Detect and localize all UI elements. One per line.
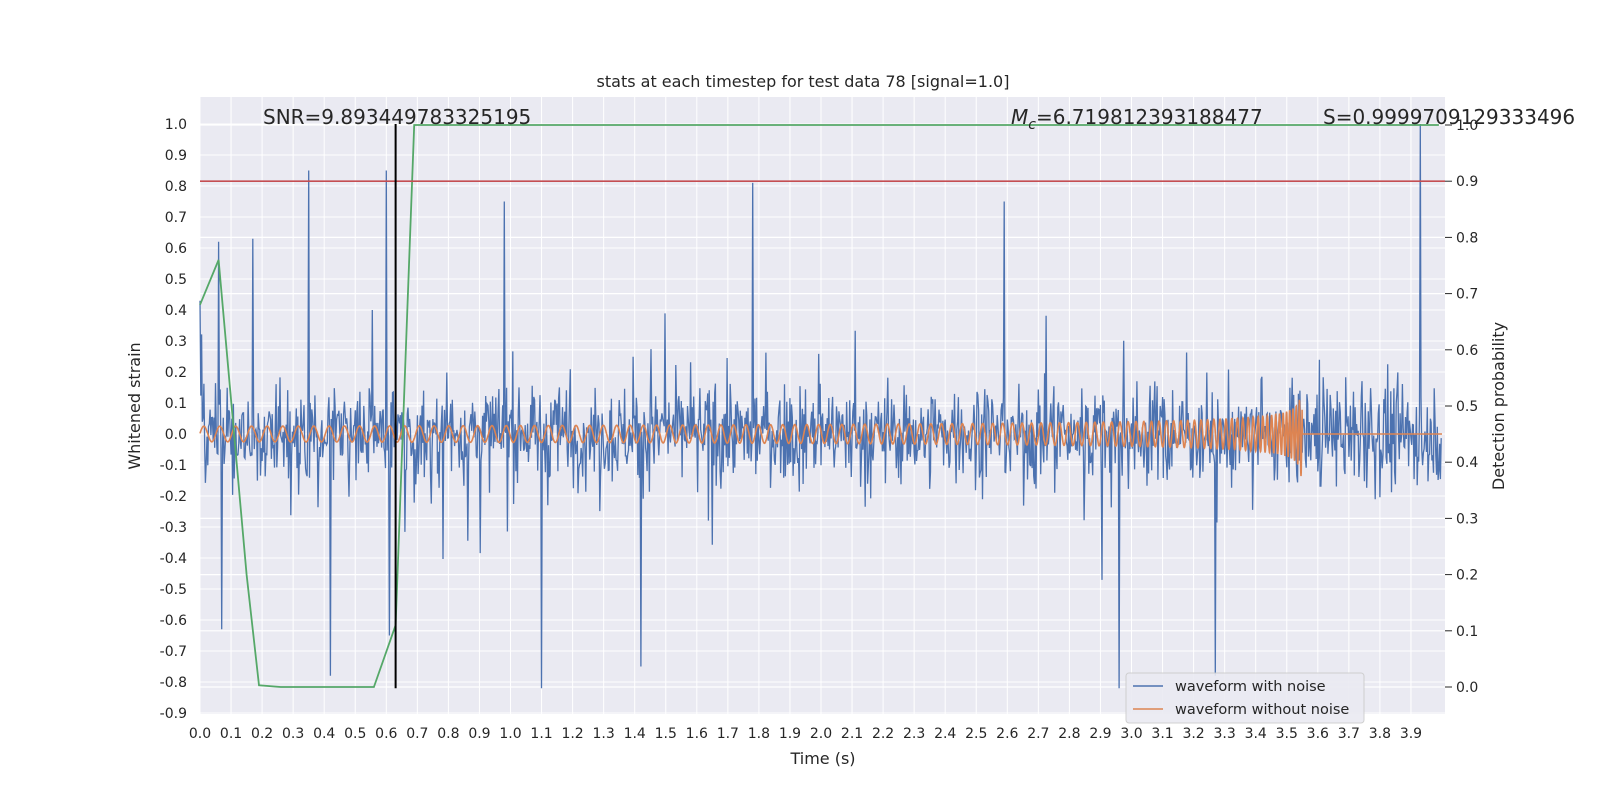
y-tick-label: 0.1 [165, 396, 187, 412]
x-tick-label: 3.0 [1120, 726, 1142, 742]
x-tick-label: 1.6 [686, 726, 708, 742]
detection-probability-line [199, 124, 1439, 688]
x-tick-label: 0.8 [437, 726, 459, 742]
x-tick-label: 3.6 [1307, 726, 1329, 742]
y-tick-label: -0.6 [160, 613, 187, 629]
y2-tick-label: 0.1 [1456, 624, 1478, 640]
x-tick-label: 2.3 [903, 726, 925, 742]
y-tick-label: -0.5 [160, 582, 187, 598]
reference-lines [200, 124, 1445, 689]
y2-tick-label: 0.9 [1456, 174, 1478, 190]
y-tick-label: -0.2 [160, 489, 187, 505]
y-tick-label: 0.4 [165, 303, 187, 319]
x-tick-label: 0.9 [468, 726, 490, 742]
y-tick-label: 0.0 [165, 427, 187, 443]
legend: waveform with noise waveform without noi… [1125, 672, 1365, 724]
grid [199, 97, 1445, 714]
x-tick-label: 3.2 [1182, 726, 1204, 742]
x-tick-label: 1.1 [530, 726, 552, 742]
y-tick-label: 0.3 [165, 334, 187, 350]
x-tick-label: 0.2 [251, 726, 273, 742]
y-tick-label: 0.7 [165, 210, 187, 226]
snr-annotation: SNR=9.893449783325195 [263, 105, 531, 129]
y2-tick-label: 1.0 [1456, 118, 1478, 134]
x-tick-label: 0.1 [220, 726, 242, 742]
series-waveform-without-noise [199, 399, 1442, 477]
signal-score-annotation: S=0.9999709129333496 [1323, 105, 1575, 129]
x-tick-label: 0.7 [406, 726, 428, 742]
x-tick-label: 3.9 [1400, 726, 1422, 742]
chirp-mass-annotation: Mc=6.719812393188477 [1011, 105, 1263, 133]
x-tick-label: 1.9 [779, 726, 801, 742]
x-tick-label: 3.1 [1151, 726, 1173, 742]
y-tick-label: 1.0 [165, 117, 187, 133]
x-tick-label: 0.4 [313, 726, 335, 742]
x-tick-label: 2.1 [841, 726, 863, 742]
x-tick-label: 2.2 [872, 726, 894, 742]
y-tick-label: 0.6 [165, 241, 187, 257]
legend-box [1125, 672, 1365, 724]
legend-label-noise: waveform with noise [1175, 679, 1326, 695]
y-tick-label: 0.9 [165, 148, 187, 164]
y2-axis-ticks: 1.0 0.9 0.8 0.7 0.6 0.5 0.4 0.3 0.2 0.1 0.0 [1445, 118, 1478, 696]
chirp-mass-symbol: M [1011, 105, 1028, 129]
y2-tick-label: 0.4 [1456, 455, 1478, 471]
y-tick-label: 0.2 [165, 365, 187, 381]
y2-axis-label: Detection probability [1489, 322, 1508, 490]
y-tick-label: -0.8 [160, 675, 187, 691]
x-tick-label: 1.2 [561, 726, 583, 742]
y-tick-label: -0.7 [160, 644, 187, 660]
series-waveform-with-noise [199, 123, 1442, 689]
y2-tick-label: 0.7 [1456, 287, 1478, 303]
x-tick-label: 2.5 [965, 726, 987, 742]
y2-tick-label: 0.3 [1456, 511, 1478, 527]
y-tick-label: 0.5 [165, 272, 187, 288]
chart-title: stats at each timestep for test data 78 … [597, 72, 1010, 91]
legend-label-clean: waveform without noise [1175, 702, 1349, 718]
x-tick-label: 0.3 [282, 726, 304, 742]
x-tick-label: 3.4 [1245, 726, 1267, 742]
y-tick-label: -0.4 [160, 551, 187, 567]
y2-tick-label: 0.5 [1456, 399, 1478, 415]
y2-tick-label: 0.2 [1456, 568, 1478, 584]
x-tick-label: 1.0 [499, 726, 521, 742]
y-tick-label: -0.3 [160, 520, 187, 536]
x-tick-label: 3.5 [1276, 726, 1298, 742]
x-axis-ticks: 0.0 0.1 0.2 0.3 0.4 0.5 0.6 0.7 0.8 0.9 1.0 1.1 1.2 1… [189, 726, 1422, 742]
x-tick-label: 3.8 [1369, 726, 1391, 742]
x-tick-label: 2.6 [996, 726, 1018, 742]
x-axis-label: Time (s) [789, 749, 855, 768]
chirp-mass-subscript: c [1028, 117, 1036, 133]
x-tick-label: 3.7 [1338, 726, 1360, 742]
clean-waveform-line [199, 399, 1442, 477]
x-tick-label: 1.3 [593, 726, 615, 742]
x-tick-label: 1.7 [717, 726, 739, 742]
x-tick-label: 0.0 [189, 726, 211, 742]
x-tick-label: 1.5 [655, 726, 677, 742]
x-tick-label: 2.8 [1058, 726, 1080, 742]
y2-tick-label: 0.6 [1456, 343, 1478, 359]
y-tick-label: -0.1 [160, 458, 187, 474]
chirp-mass-value: =6.719812393188477 [1036, 105, 1263, 129]
x-tick-label: 0.5 [344, 726, 366, 742]
noise-waveform-line [199, 123, 1442, 689]
x-tick-label: 2.0 [810, 726, 832, 742]
y2-tick-label: 0.0 [1456, 680, 1478, 696]
x-tick-label: 0.6 [375, 726, 397, 742]
y2-tick-label: 0.8 [1456, 230, 1478, 246]
series-detection-probability [199, 124, 1439, 688]
x-tick-label: 1.8 [748, 726, 770, 742]
y-axis-ticks: 1.0 0.9 0.8 0.7 0.6 0.5 0.4 0.3 0.2 0.1 0.0 -0.1 -0.… [160, 117, 187, 722]
x-tick-label: 2.4 [934, 726, 956, 742]
y-axis-label: Whitened strain [125, 342, 144, 469]
x-tick-label: 1.4 [624, 726, 646, 742]
y-tick-label: -0.9 [160, 706, 187, 722]
x-tick-label: 3.3 [1214, 726, 1236, 742]
x-tick-label: 2.7 [1027, 726, 1049, 742]
y-tick-label: 0.8 [165, 179, 187, 195]
x-tick-label: 2.9 [1089, 726, 1111, 742]
